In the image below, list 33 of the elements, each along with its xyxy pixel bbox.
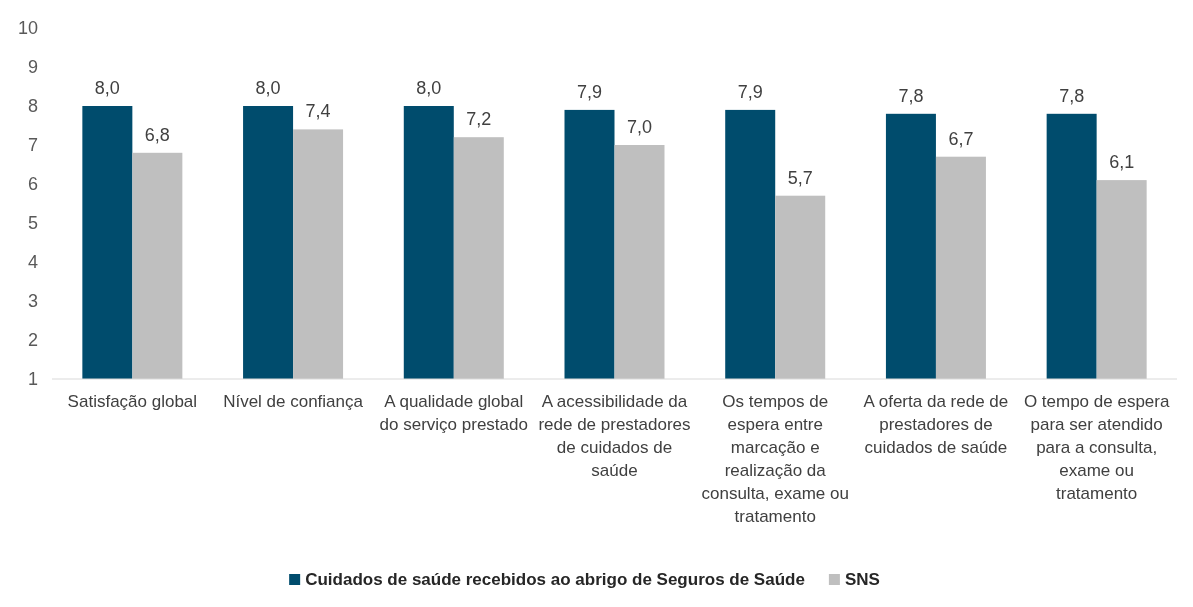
data-label: 7,8: [898, 85, 924, 106]
data-label: 7,9: [737, 81, 763, 102]
data-label: 5,7: [787, 167, 813, 188]
y-tick-label: 7: [27, 135, 38, 156]
y-tick-label: 4: [27, 252, 38, 273]
data-label: 7,8: [1059, 85, 1085, 106]
data-label: 8,0: [416, 78, 442, 98]
data-label: 6,7: [948, 128, 974, 149]
legend-label: Cuidados de saúde recebidos ao abrigo de Seguros de Saúde: [305, 570, 805, 589]
x-tick-label: Nível de confiança: [223, 392, 364, 411]
data-label: 6,1: [1109, 152, 1135, 173]
data-label: 7,9: [576, 81, 603, 102]
y-tick-label: 8: [27, 96, 38, 117]
data-label: 6,8: [144, 124, 170, 145]
legend-label: SNS: [844, 570, 880, 589]
y-tick-label: 2: [27, 330, 38, 351]
x-tick-label: O tempo de espera para ser atendido para a consulta, exame ou tratamento: [1023, 392, 1170, 503]
x-tick-label: A oferta da rede de prestadores de cuidados de saúde: [863, 392, 1009, 457]
y-tick-label: 9: [27, 57, 38, 78]
data-label: 8,0: [255, 78, 281, 98]
data-label: 7,2: [466, 109, 492, 130]
y-tick-label: 10: [17, 18, 38, 39]
data-label: 8,0: [94, 78, 120, 98]
y-tick-label: 5: [27, 213, 38, 234]
x-tick-label: A acessibilidade da rede de prestadores de cuidados de saúde: [538, 392, 691, 480]
x-tick-label: Os tempos de espera entre marcação e realização da consulta, exame ou tratamento: [701, 392, 849, 526]
y-tick-label: 1: [27, 369, 38, 390]
y-tick-label: 3: [27, 291, 38, 312]
x-tick-label: A qualidade global do serviço prestado: [379, 392, 528, 434]
data-label: 7,4: [305, 101, 331, 122]
data-label: 7,0: [626, 117, 653, 137]
y-tick-label: 6: [27, 174, 38, 195]
x-tick-label: Satisfação global: [67, 392, 198, 411]
